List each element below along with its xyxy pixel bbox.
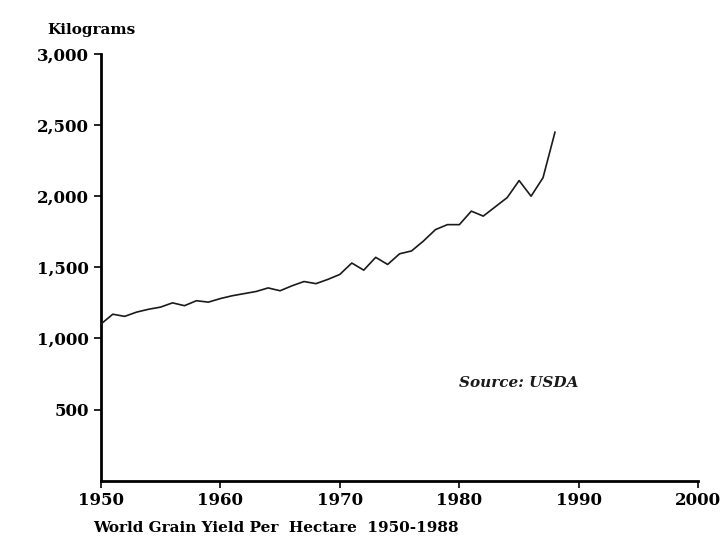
- Text: World Grain Yield Per  Hectare  1950-1988: World Grain Yield Per Hectare 1950-1988: [94, 521, 459, 535]
- Text: Source: USDA: Source: USDA: [459, 376, 579, 390]
- Text: Kilograms: Kilograms: [47, 23, 135, 37]
